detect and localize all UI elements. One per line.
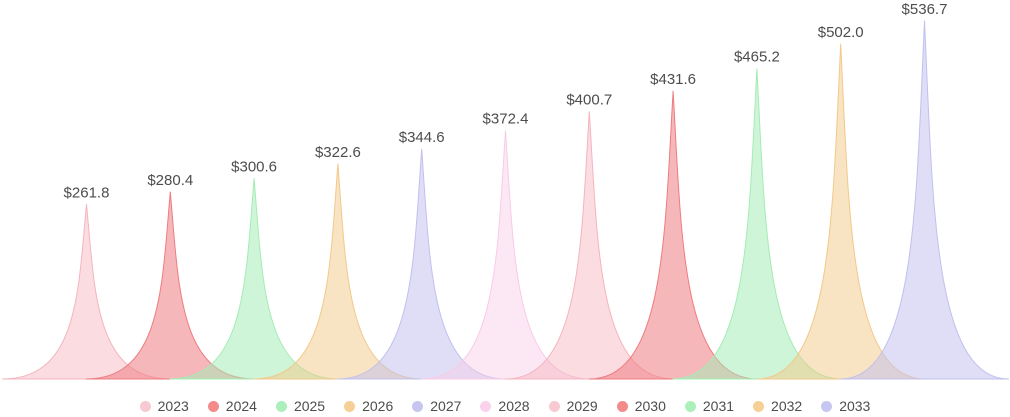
legend-label-2033: 2033 bbox=[839, 398, 871, 414]
legend-label-2030: 2030 bbox=[634, 398, 666, 414]
year-legend: 2023 2024 2025 2026 2027 2028 2029 2030 2031 2032… bbox=[0, 396, 1010, 416]
value-label-2026: $322.6 bbox=[315, 144, 361, 161]
value-label-2033: $536.7 bbox=[902, 1, 948, 18]
value-label-2030: $431.6 bbox=[650, 71, 696, 88]
legend-swatch-2027 bbox=[412, 400, 424, 412]
legend-swatch-2033 bbox=[821, 400, 833, 412]
legend-item-2023[interactable]: 2023 bbox=[139, 398, 189, 414]
legend-swatch-2024 bbox=[207, 400, 219, 412]
peak-2033[interactable] bbox=[840, 20, 1009, 380]
value-label-2024: $280.4 bbox=[147, 172, 193, 189]
legend-swatch-2029 bbox=[548, 400, 560, 412]
value-label-2031: $465.2 bbox=[734, 49, 780, 66]
peak-2023[interactable] bbox=[2, 203, 171, 380]
legend-label-2023: 2023 bbox=[157, 398, 189, 414]
legend-item-2029[interactable]: 2029 bbox=[548, 398, 598, 414]
legend-swatch-2031 bbox=[684, 400, 696, 412]
value-label-2029: $400.7 bbox=[566, 92, 612, 109]
legend-item-2033[interactable]: 2033 bbox=[821, 399, 870, 413]
peak-2027[interactable] bbox=[337, 148, 507, 380]
legend-item-2031[interactable]: 2031 bbox=[684, 398, 735, 414]
legend-swatch-2028 bbox=[480, 400, 492, 412]
value-label-2032: $502.0 bbox=[818, 24, 864, 41]
peak-2031[interactable] bbox=[672, 68, 842, 380]
legend-swatch-2023 bbox=[139, 400, 151, 412]
peak-2029[interactable] bbox=[504, 111, 674, 380]
legend-label-2025: 2025 bbox=[293, 398, 326, 414]
peak-2024[interactable] bbox=[85, 191, 255, 380]
value-label-2025: $300.6 bbox=[231, 158, 277, 175]
legend-swatch-2030 bbox=[616, 400, 628, 412]
legend-item-2026[interactable]: 2026 bbox=[344, 399, 393, 413]
legend-item-2030[interactable]: 2030 bbox=[616, 398, 666, 414]
legend-item-2025[interactable]: 2025 bbox=[275, 398, 326, 414]
peak-2026[interactable] bbox=[253, 163, 423, 380]
peak-chart-canvas: $261.8 $280.4 $300.6 $322.6 $344.6 $372.4 $400… bbox=[2, 1, 1009, 380]
legend-label-2027: 2027 bbox=[430, 398, 462, 414]
legend-label-2024: 2024 bbox=[225, 398, 257, 414]
legend-label-2029: 2029 bbox=[566, 398, 598, 414]
value-label-2028: $372.4 bbox=[483, 111, 529, 128]
legend-item-2024[interactable]: 2024 bbox=[207, 398, 257, 414]
value-label-2023: $261.8 bbox=[64, 184, 110, 201]
legend-label-2028: 2028 bbox=[498, 398, 530, 414]
legend-label-2026: 2026 bbox=[362, 398, 394, 414]
peak-2030[interactable] bbox=[588, 90, 758, 380]
peak-2028[interactable] bbox=[421, 130, 590, 380]
legend-label-2032: 2032 bbox=[771, 398, 803, 414]
legend-swatch-2032 bbox=[753, 400, 765, 412]
legend-label-2031: 2031 bbox=[702, 398, 735, 414]
peak-2032[interactable] bbox=[756, 43, 926, 380]
value-label-2027: $344.6 bbox=[399, 129, 445, 146]
legend-item-2028[interactable]: 2028 bbox=[480, 398, 530, 414]
legend-item-2032[interactable]: 2032 bbox=[753, 399, 802, 413]
legend-swatch-2025 bbox=[275, 400, 287, 412]
legend-item-2027[interactable]: 2027 bbox=[412, 399, 461, 413]
peak-2025[interactable] bbox=[169, 178, 339, 380]
legend-swatch-2026 bbox=[344, 400, 356, 412]
